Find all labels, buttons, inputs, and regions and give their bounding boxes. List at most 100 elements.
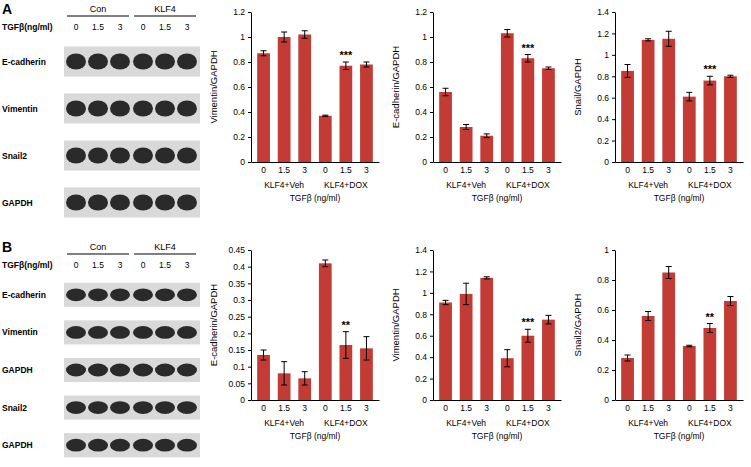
error-cap bbox=[645, 311, 651, 312]
y-tick-mark bbox=[612, 310, 615, 311]
x-tick-label: 1.5 bbox=[460, 165, 472, 175]
x-tick-label: 3 bbox=[302, 403, 307, 413]
x-tick-label: 0 bbox=[261, 165, 266, 175]
blot-band bbox=[177, 148, 197, 164]
y-tick-label: 0.4 bbox=[597, 335, 609, 345]
x-tick-label: 1.5 bbox=[704, 403, 716, 413]
y-tick-label: 0.25 bbox=[228, 312, 245, 322]
y-axis-title: Vimentin/GAPDH bbox=[208, 50, 219, 123]
y-tick: 0.8 bbox=[597, 72, 615, 82]
error-cap bbox=[666, 278, 672, 279]
y-tick: 1 bbox=[422, 288, 433, 298]
x-tick-label: 1.5 bbox=[340, 403, 352, 413]
error-cap bbox=[727, 296, 733, 297]
significance: ** bbox=[342, 319, 351, 331]
blot-band bbox=[177, 401, 197, 414]
error-cap bbox=[443, 304, 449, 305]
blot-band bbox=[110, 401, 130, 414]
bar bbox=[439, 92, 452, 162]
error-cap bbox=[666, 266, 672, 267]
dose-tick: 1.5 bbox=[92, 260, 104, 270]
error-cap bbox=[302, 30, 308, 31]
y-tick-mark bbox=[612, 340, 615, 341]
error-cap bbox=[727, 75, 733, 76]
dose-tick: 0 bbox=[141, 22, 146, 32]
y-tick: 0.05 bbox=[228, 379, 251, 389]
y-tick: 0.8 bbox=[233, 57, 251, 67]
error-cap bbox=[322, 266, 328, 267]
error-bar bbox=[443, 300, 449, 304]
y-tick-mark bbox=[248, 37, 251, 38]
y-axis-line bbox=[251, 251, 252, 401]
group-label: KLF4+DOX bbox=[506, 418, 550, 428]
blot-band bbox=[133, 195, 153, 211]
figure: AConKLF4TGFβ(ng/ml)01.5301.53E-cadherinV… bbox=[0, 0, 751, 467]
x-tick: 1.5 bbox=[278, 162, 290, 175]
blot-band bbox=[155, 54, 175, 70]
error-cap bbox=[727, 305, 733, 306]
bar bbox=[542, 68, 555, 162]
blot-band bbox=[155, 101, 175, 117]
x-tick: 3 bbox=[728, 162, 733, 175]
error-bar bbox=[443, 88, 449, 96]
error-bar bbox=[686, 92, 692, 101]
error-cap bbox=[484, 278, 490, 279]
blot-strip bbox=[64, 283, 200, 307]
blot-band bbox=[177, 326, 197, 339]
blot-row-label: GAPDH bbox=[2, 365, 33, 375]
error-cap bbox=[302, 371, 308, 372]
blot-row-label: E-cadherin bbox=[2, 290, 46, 300]
y-tick: 0.15 bbox=[228, 345, 251, 355]
error-bar bbox=[504, 30, 510, 38]
plot-area bbox=[621, 267, 737, 401]
blot-band bbox=[155, 195, 175, 211]
x-tick: 1.5 bbox=[642, 162, 654, 175]
blot-band bbox=[155, 288, 175, 301]
y-tick: 0.3 bbox=[233, 295, 251, 305]
error-cap bbox=[261, 55, 267, 56]
blot-row-label: GAPDH bbox=[2, 198, 33, 208]
plot-area bbox=[439, 277, 555, 400]
x-tick: 0 bbox=[261, 162, 266, 175]
y-tick: 0.2 bbox=[233, 132, 251, 142]
y-tick-mark bbox=[248, 62, 251, 63]
error-cap bbox=[363, 62, 369, 63]
error-cap bbox=[363, 360, 369, 361]
y-tick-label: 1 bbox=[240, 32, 245, 42]
error-stem bbox=[345, 62, 346, 70]
y-tick: 0.2 bbox=[233, 329, 251, 339]
error-bar bbox=[261, 51, 267, 56]
y-axis: 00.20.40.60.811.21.4 bbox=[415, 245, 433, 405]
error-cap bbox=[463, 283, 469, 284]
group-label: KLF4+Veh bbox=[446, 180, 486, 190]
group-label: KLF4+DOX bbox=[324, 418, 368, 428]
y-tick-label: 0 bbox=[240, 157, 245, 167]
y-axis: 00.050.10.150.20.250.30.350.40.45 bbox=[228, 245, 251, 405]
group-label: Con bbox=[90, 242, 107, 252]
error-stem bbox=[648, 312, 649, 321]
x-tick: 0 bbox=[687, 400, 692, 413]
error-bar bbox=[727, 75, 733, 77]
y-axis-title: Snail/GAPDH bbox=[572, 58, 583, 116]
y-tick: 0 bbox=[422, 157, 433, 167]
y-tick: 0.4 bbox=[415, 352, 433, 362]
x-tick-label: 3 bbox=[728, 403, 733, 413]
x-tick: 1.5 bbox=[704, 400, 716, 413]
y-tick-label: 0.05 bbox=[228, 379, 245, 389]
error-stem bbox=[466, 283, 467, 304]
y-tick-mark bbox=[612, 141, 615, 142]
blot-row-label: Snail2 bbox=[2, 403, 27, 413]
x-tick: 3 bbox=[666, 162, 671, 175]
y-tick: 0.2 bbox=[415, 132, 433, 142]
y-tick-label: 1.2 bbox=[233, 7, 245, 17]
error-cap bbox=[686, 92, 692, 93]
error-stem bbox=[366, 62, 367, 67]
error-cap bbox=[443, 88, 449, 89]
y-tick: 1.2 bbox=[415, 7, 433, 17]
x-tick: 0 bbox=[625, 400, 630, 413]
blot-band bbox=[88, 288, 108, 301]
y-tick-label: 0 bbox=[422, 395, 427, 405]
dose-tick: 0 bbox=[74, 22, 79, 32]
x-tick-label: 3 bbox=[364, 403, 369, 413]
x-axis-line bbox=[434, 162, 562, 163]
